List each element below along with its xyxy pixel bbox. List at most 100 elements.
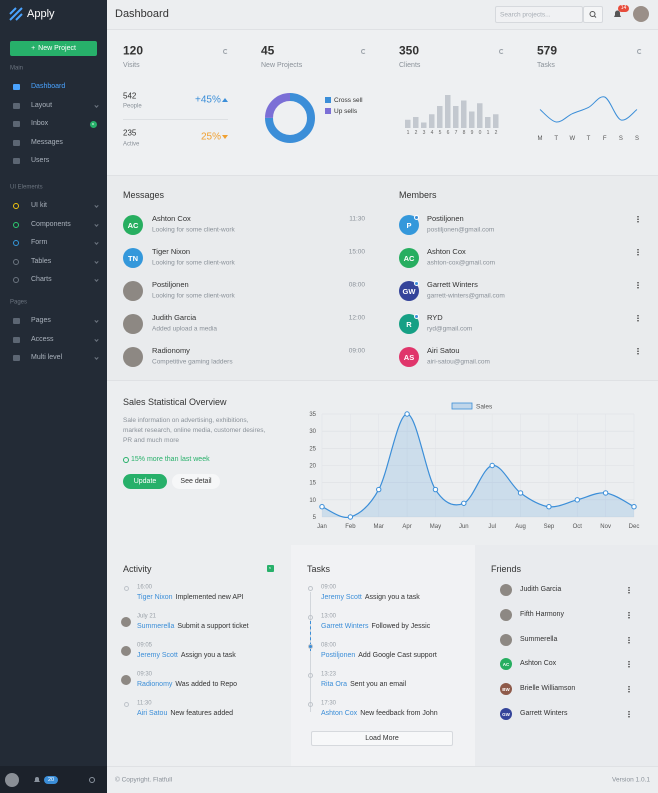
detail-button[interactable]: See detail bbox=[172, 474, 220, 489]
user-link[interactable]: Airi Satou bbox=[137, 710, 168, 718]
avatar: AC bbox=[399, 248, 419, 268]
more-menu[interactable] bbox=[628, 660, 630, 668]
user-link[interactable]: Radionomy bbox=[137, 681, 173, 689]
user-link[interactable]: Postiljonen bbox=[321, 652, 356, 660]
brand: Apply bbox=[27, 7, 55, 20]
user-link[interactable]: Garrett Winters bbox=[321, 623, 369, 631]
stats-panel bbox=[107, 30, 658, 175]
member-email: airi-satou@gmail.com bbox=[427, 358, 490, 366]
section-title: Pages bbox=[10, 299, 28, 306]
update-button[interactable]: Update bbox=[123, 474, 167, 489]
sales-description: Sale information on advertising, exhibit… bbox=[123, 417, 266, 444]
message-sender: Ashton Cox bbox=[152, 213, 191, 223]
item-text: Jeremy Scott Assign you a task bbox=[137, 652, 239, 660]
active-label: Active bbox=[123, 141, 140, 148]
timeline-dot bbox=[123, 701, 129, 707]
section-title: Members bbox=[399, 190, 437, 201]
menu-item[interactable]: Components bbox=[31, 220, 71, 228]
user-link[interactable]: Summerella bbox=[137, 623, 175, 631]
refresh-icon bbox=[360, 48, 366, 54]
user-link[interactable]: Tiger Nixon bbox=[137, 594, 173, 602]
avatar: AC bbox=[500, 658, 512, 671]
avatar: BW bbox=[500, 683, 512, 696]
item-text: Tiger Nixon Implemented new API bbox=[137, 594, 247, 602]
more-menu[interactable] bbox=[637, 314, 639, 322]
item-time: 13:00 bbox=[321, 613, 337, 620]
menu-item[interactable]: Dashboard bbox=[31, 83, 66, 91]
message-preview: Looking for some client-work bbox=[152, 259, 235, 267]
menu-item[interactable]: Pages bbox=[31, 317, 51, 325]
active-value: 235 bbox=[123, 128, 137, 138]
message-time: 11:30 bbox=[349, 215, 365, 223]
message-time: 15:00 bbox=[348, 248, 365, 256]
more-menu[interactable] bbox=[628, 586, 630, 594]
more-menu[interactable] bbox=[637, 281, 639, 289]
item-action: Assign you a task bbox=[364, 594, 420, 602]
search-box[interactable] bbox=[495, 6, 583, 23]
stat-value: 120 bbox=[123, 43, 144, 58]
user-link[interactable]: Ashton Cox bbox=[321, 710, 358, 718]
menu-item[interactable]: Messages bbox=[31, 138, 63, 146]
menu-icon bbox=[13, 84, 20, 90]
avatar bbox=[123, 281, 143, 301]
version: Version 1.0.1 bbox=[612, 776, 650, 784]
more-menu[interactable] bbox=[637, 347, 639, 355]
search-placeholder: Search projects... bbox=[500, 10, 551, 18]
menu-item[interactable]: Layout bbox=[31, 101, 53, 109]
menu-item[interactable]: Tables bbox=[31, 257, 52, 265]
menu-item[interactable]: Charts bbox=[31, 276, 52, 284]
more-menu[interactable] bbox=[637, 215, 639, 223]
more-menu[interactable] bbox=[628, 685, 630, 693]
avatar: GW bbox=[500, 708, 512, 720]
search-button[interactable] bbox=[583, 6, 603, 23]
message-preview: Competitive gaming ladders bbox=[152, 358, 233, 366]
section-title: Friends bbox=[491, 564, 522, 575]
bell-icon[interactable] bbox=[613, 9, 622, 19]
timeline-dot bbox=[307, 672, 313, 678]
message-sender: Tiger Nixon bbox=[152, 246, 191, 256]
user-link[interactable]: Rita Ora bbox=[321, 681, 348, 689]
item-action: Sent you an email bbox=[350, 681, 407, 689]
menu-item[interactable]: Inbox bbox=[31, 120, 49, 128]
menu-icon bbox=[13, 318, 20, 324]
avatar: AS bbox=[399, 347, 419, 367]
menu-item[interactable]: Users bbox=[31, 157, 50, 165]
more-menu[interactable] bbox=[628, 710, 630, 718]
inbox-badge: 8 bbox=[89, 120, 97, 128]
item-time: 11:30 bbox=[137, 700, 152, 707]
avatar: R bbox=[399, 314, 419, 334]
user-link[interactable]: Jeremy Scott bbox=[321, 594, 362, 602]
item-time: 09:05 bbox=[137, 642, 153, 649]
menu-item[interactable]: Multi level bbox=[31, 354, 63, 362]
avatar: GW bbox=[399, 281, 419, 301]
stat-value: 350 bbox=[399, 43, 420, 58]
menu-item[interactable]: Access bbox=[31, 335, 54, 343]
menu-item[interactable]: UI kit bbox=[31, 202, 47, 210]
load-more-button[interactable]: Load More bbox=[311, 731, 453, 746]
new-project-button[interactable]: + New Project bbox=[10, 41, 97, 56]
menu-item[interactable]: Form bbox=[31, 239, 48, 247]
timeline-dot bbox=[307, 643, 313, 649]
item-time: 09:30 bbox=[137, 671, 153, 678]
menu-icon bbox=[13, 158, 20, 165]
member-email: ashton-cox@gmail.com bbox=[427, 259, 496, 267]
section-title: Tasks bbox=[307, 564, 331, 575]
growth-icon bbox=[123, 457, 129, 463]
item-action: New feedback from John bbox=[360, 710, 438, 718]
message-preview: Looking for some client-work bbox=[152, 226, 235, 234]
menu-icon bbox=[13, 240, 19, 247]
avatar bbox=[121, 617, 131, 627]
menu-icon bbox=[13, 355, 20, 362]
member-email: ryd@gmail.com bbox=[427, 325, 473, 333]
footer-bar bbox=[107, 766, 658, 793]
user-link[interactable]: Jeremy Scott bbox=[137, 652, 178, 660]
avatar bbox=[121, 675, 131, 685]
timeline bbox=[309, 592, 311, 712]
more-menu[interactable] bbox=[628, 636, 630, 644]
avatar bbox=[121, 646, 131, 656]
item-action: Submit a support ticket bbox=[177, 623, 249, 631]
more-menu[interactable] bbox=[637, 248, 639, 256]
page-title: Dashboard bbox=[115, 7, 169, 20]
more-menu[interactable] bbox=[628, 611, 630, 619]
